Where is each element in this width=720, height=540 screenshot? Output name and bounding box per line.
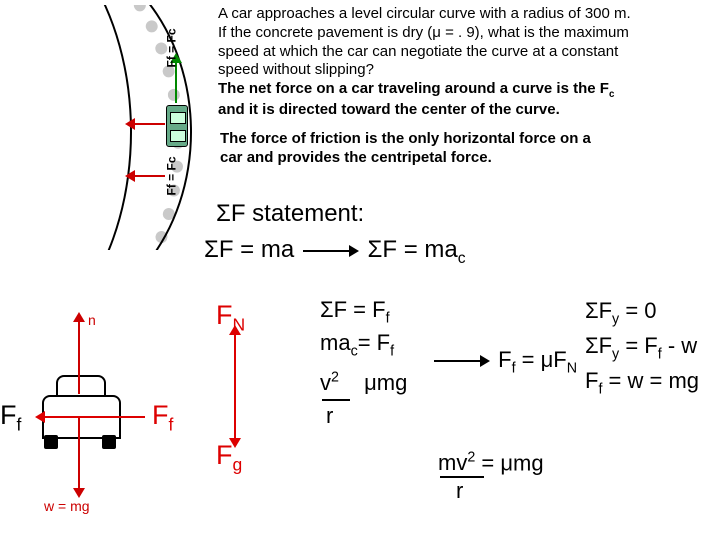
weight-label: w = mg	[44, 498, 90, 514]
normal-force-arrow	[78, 322, 80, 394]
problem-line-2: If the concrete pavement is dry (μ = . 9…	[218, 24, 629, 41]
velocity-arrow	[175, 63, 177, 103]
ff-label-black: Ff	[0, 400, 21, 435]
arrow-icon	[303, 244, 359, 258]
fg-arrow-red	[234, 400, 236, 438]
problem-line-1: A car approaches a level circular curve …	[218, 5, 631, 22]
eq2-line1: ΣFy = 0	[585, 295, 699, 330]
equations-column-2: ΣFy = 0 ΣFy = Ff - w Ff = w = mg	[585, 295, 699, 400]
net-force-text: The net force on a car traveling around …	[218, 80, 614, 97]
sigma-f-rhs: ΣF = mac	[368, 236, 466, 263]
final-denominator: r	[456, 478, 544, 504]
problem-statement: A car approaches a level circular curve …	[218, 5, 718, 120]
sigma-f-heading: ΣF statement:	[216, 200, 364, 228]
curve-outer	[8, 5, 132, 250]
final-equation: mv2 = μmg r	[438, 450, 544, 504]
eq2-line3: Ff = w = mg	[585, 365, 699, 400]
ff-equals-fc-label-2: Ff = Fc	[165, 156, 179, 195]
eq2-line2: ΣFy = Ff - w	[585, 330, 699, 365]
sigma-f-equation: ΣF = ma ΣF = mac	[204, 236, 466, 268]
eq1-line1: ΣF = Ff	[320, 295, 407, 328]
fraction-bar	[322, 399, 350, 401]
problem-line-4: speed without slipping?	[218, 61, 374, 78]
equations-column-1: ΣF = Ff mac= Ff v2 r μmg	[320, 295, 407, 432]
problem-line-3: speed at which the car can negotiate the…	[218, 43, 618, 60]
top-view-diagram: Ff = Fc Ff = Fc	[8, 5, 208, 250]
centripetal-arrow-1	[135, 123, 165, 125]
centripetal-arrow-2	[135, 175, 165, 177]
wheel-right	[102, 435, 116, 449]
sigma-f-lhs: ΣF = ma	[204, 236, 294, 263]
wheel-left	[44, 435, 58, 449]
ff-arrow-red	[45, 416, 145, 418]
normal-force-label: n	[88, 312, 96, 328]
car-top-view	[166, 105, 188, 147]
eq1-line3: v2 r μmg	[320, 368, 407, 432]
net-force-text-2: and it is directed toward the center of …	[218, 101, 560, 118]
ff-equals-fc-label-1: Ff = Fc	[165, 28, 179, 67]
eq1-line2: mac= Ff	[320, 328, 407, 361]
friction-statement: The force of friction is the only horizo…	[220, 130, 710, 168]
arrow-icon-2	[434, 354, 490, 368]
fn-arrow-red	[234, 335, 236, 400]
friction-line-2: car and provides the centripetal force.	[220, 149, 492, 166]
ff-label-red: Ff	[152, 400, 173, 435]
friction-mu-equation: Ff = μFN	[432, 347, 577, 376]
friction-line-1: The force of friction is the only horizo…	[220, 130, 591, 147]
weight-arrow	[78, 418, 80, 488]
